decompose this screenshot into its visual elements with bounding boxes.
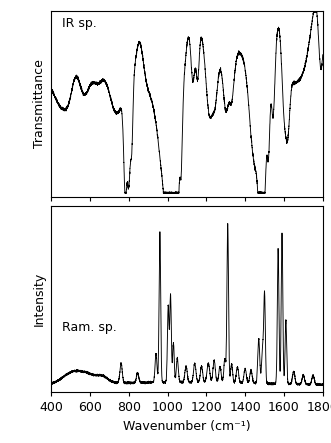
Y-axis label: Transmittance: Transmittance bbox=[33, 59, 46, 148]
Text: Ram. sp.: Ram. sp. bbox=[62, 322, 117, 334]
Y-axis label: Intensity: Intensity bbox=[33, 272, 46, 326]
Text: IR sp.: IR sp. bbox=[62, 17, 97, 30]
X-axis label: Wavenumber (cm⁻¹): Wavenumber (cm⁻¹) bbox=[123, 420, 251, 433]
